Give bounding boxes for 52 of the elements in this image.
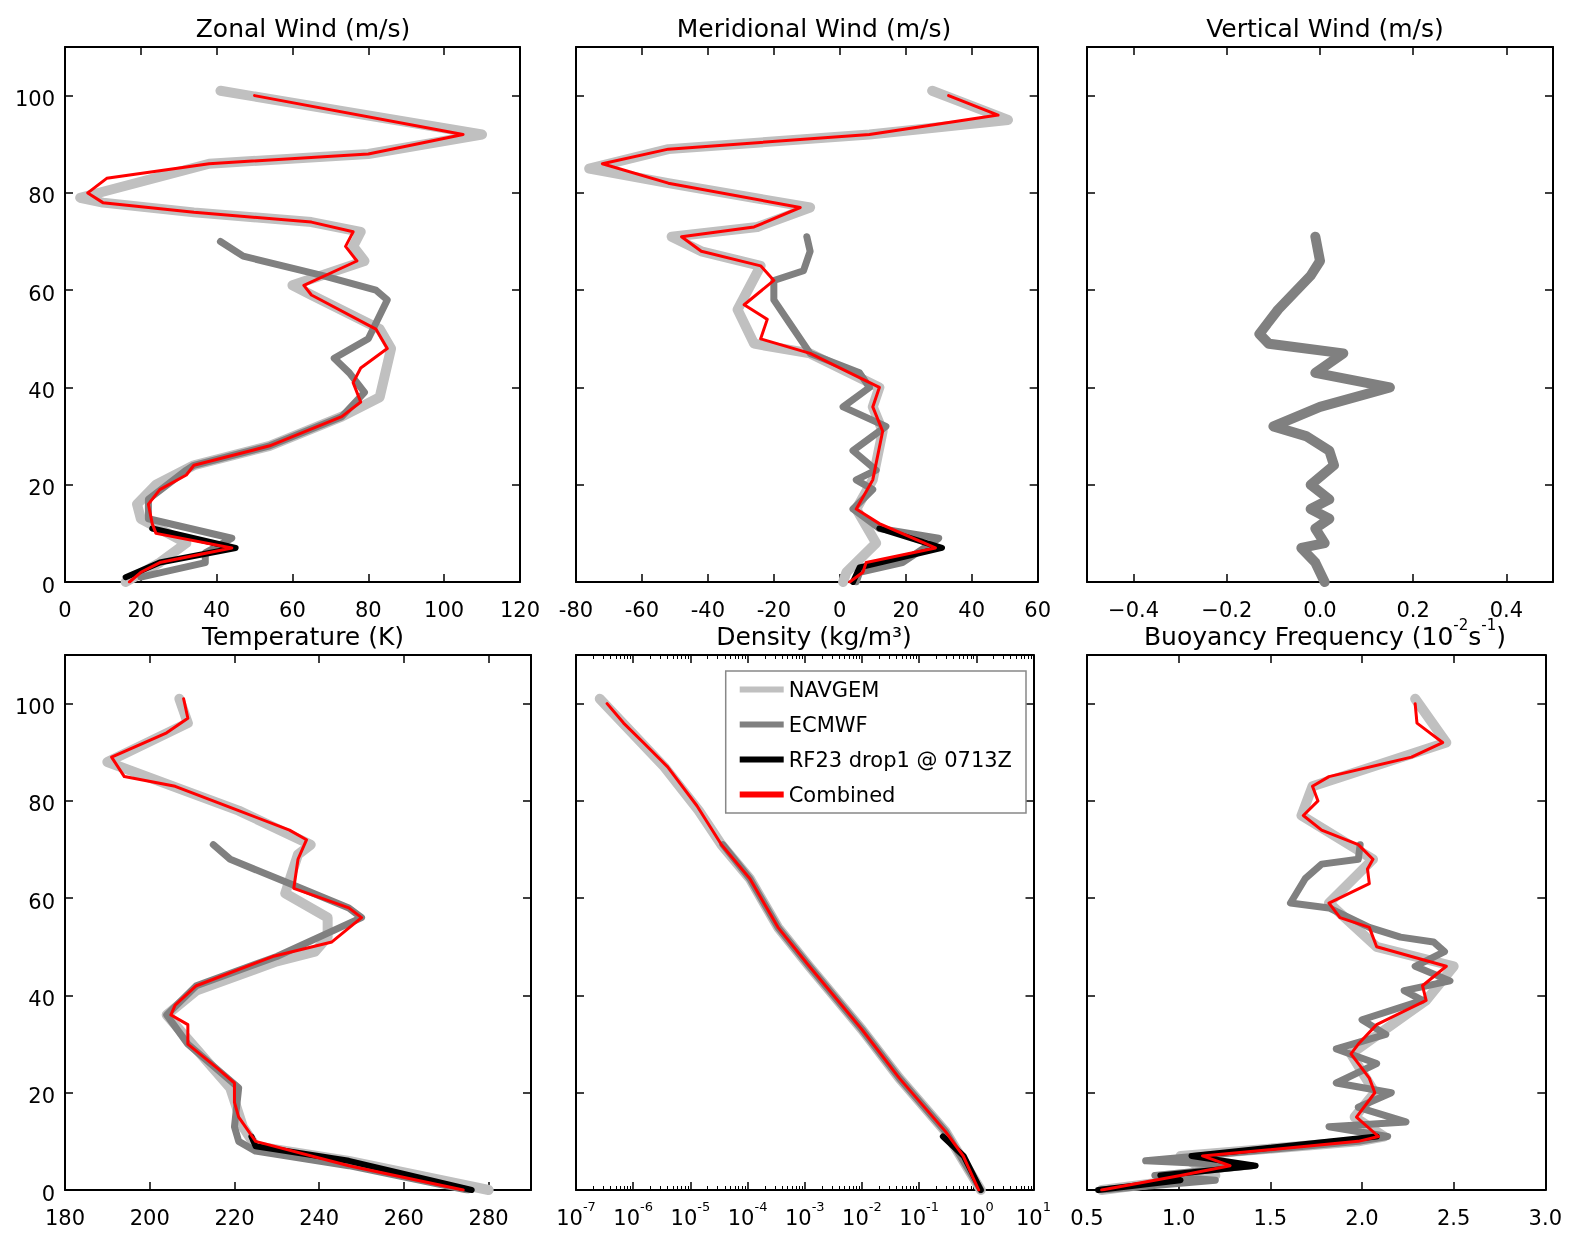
x-tick-label: 3.0 [1528,1205,1562,1230]
legend-label: RF23 drop1 @ 0713Z [788,747,1013,772]
y-tick-label: 60 [28,889,55,914]
x-tick-label: 2.5 [1436,1205,1471,1230]
x-tick-label: -60 [624,597,660,622]
x-tick-label: 0.0 [1303,597,1337,622]
y-tick-label: 20 [28,1084,55,1109]
y-tick-label: 0 [41,573,55,598]
legend-label: NAVGEM [788,677,880,702]
x-tick-label: 1.5 [1253,1205,1288,1230]
x-tick-label: 200 [129,1205,170,1230]
chart-title: Vertical Wind (m/s) [1206,14,1444,43]
x-tick-label: 280 [468,1205,509,1230]
x-tick-label: 240 [299,1205,340,1230]
y-tick-label: 20 [28,476,55,501]
x-tick-label: 0.5 [1070,1205,1104,1230]
x-tick-label: 0 [833,597,847,622]
x-tick-label: 60 [279,597,306,622]
x-tick-label: 20 [127,597,155,622]
x-tick-label: -80 [558,597,594,622]
x-tick-label: 40 [203,597,231,622]
y-tick-label: 100 [14,87,55,112]
x-tick-label: 100 [424,597,465,622]
x-tick-label: 1.0 [1161,1205,1196,1230]
y-tick-label: 80 [28,792,55,817]
x-tick-label: 220 [214,1205,255,1230]
x-tick-label: -40 [690,597,726,622]
chart-title: Zonal Wind (m/s) [195,14,411,43]
y-tick-label: 80 [28,184,55,209]
x-tick-label: 40 [958,597,986,622]
y-tick-label: 100 [14,695,55,720]
chart-title: Density (kg/m³) [716,622,912,651]
y-tick-label: 40 [28,986,55,1011]
legend-label: ECMWF [788,712,868,737]
chart-title: Temperature (K) [200,622,405,651]
x-tick-label: 0 [58,597,72,622]
x-tick-label: 260 [383,1205,424,1230]
x-tick-label: 0.2 [1396,597,1430,622]
x-tick-label: 120 [499,597,541,622]
y-tick-label: 0 [41,1181,55,1206]
x-tick-label: -20 [756,597,791,622]
legend-label: Combined [788,782,896,807]
x-tick-label: 2.0 [1345,1205,1379,1230]
x-tick-label: 60 [1024,597,1052,622]
y-tick-label: 60 [28,281,55,306]
x-tick-label: 20 [892,597,920,622]
x-tick-label: 80 [354,597,382,622]
x-tick-label: −0.2 [1201,597,1253,622]
y-tick-label: 40 [28,378,55,403]
x-tick-label: 180 [44,1205,86,1230]
chart-title: Meridional Wind (m/s) [676,14,952,43]
x-tick-label: −0.4 [1108,597,1160,622]
